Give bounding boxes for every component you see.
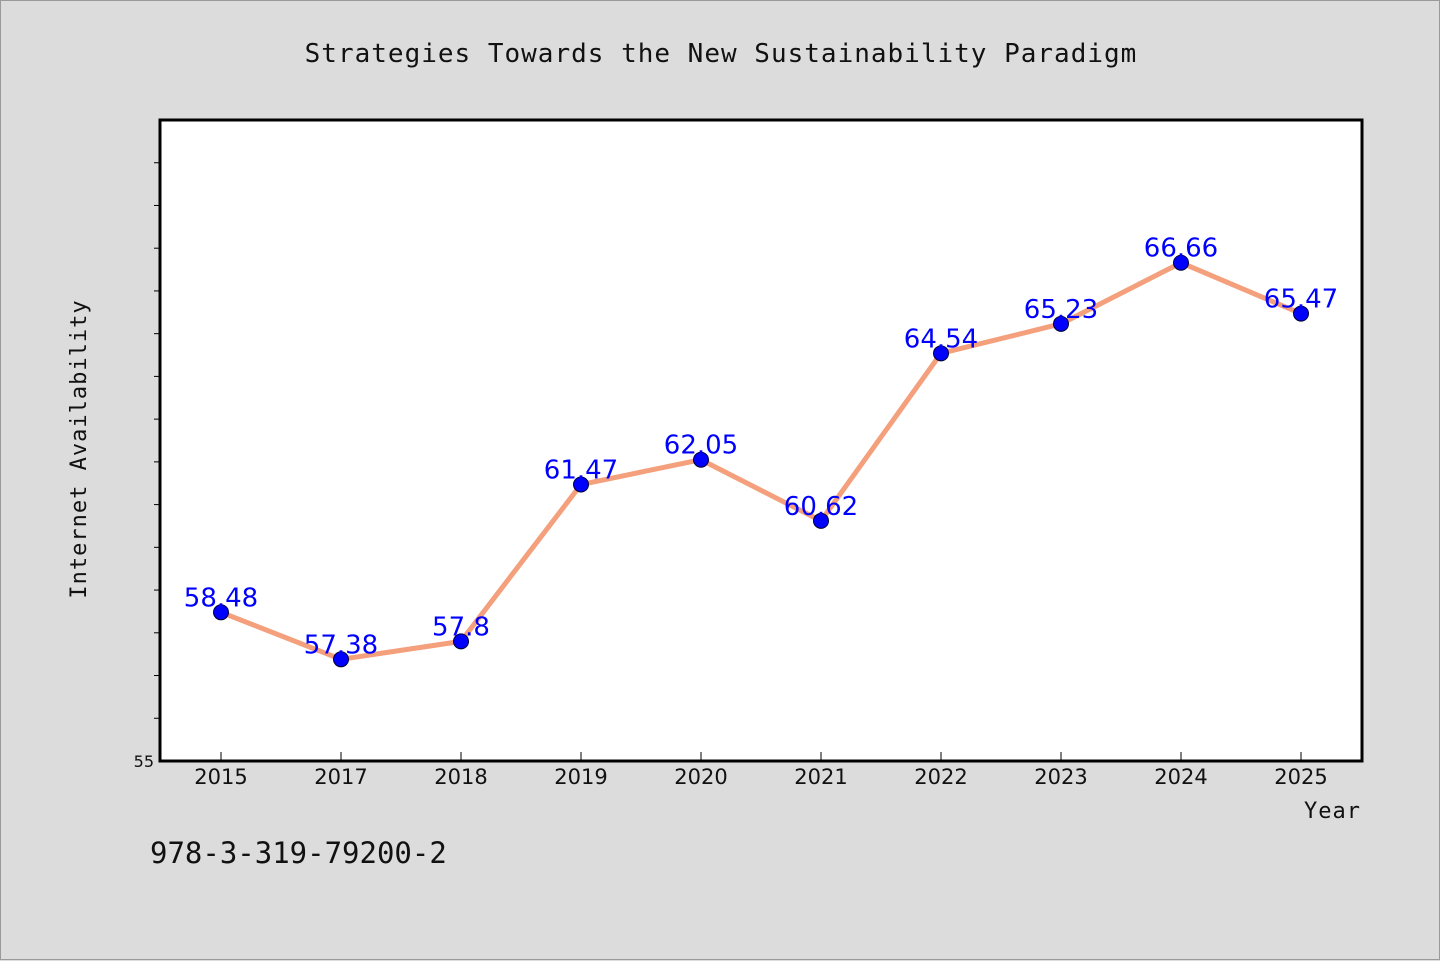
y-tick-label: 55 — [134, 752, 154, 771]
chart-title: Strategies Towards the New Sustainabilit… — [305, 39, 1138, 69]
data-point — [453, 633, 469, 650]
data-label: 66.66 — [1144, 234, 1218, 264]
data-point — [1173, 254, 1189, 271]
data-label: 64.54 — [904, 324, 978, 354]
x-axis-ticks: 2015 2017 2018 2019 2020 2021 2022 2023 2024 2025 — [194, 752, 1328, 789]
x-tick-label: 2020 — [674, 765, 727, 789]
x-tick-label: 2023 — [1034, 765, 1087, 789]
data-label: 57.8 — [432, 612, 490, 642]
data-label: 58.48 — [184, 583, 258, 613]
x-tick-label: 2017 — [314, 765, 367, 789]
data-label: 62.05 — [664, 431, 738, 461]
footnote-isbn: 978-3-319-79200-2 — [150, 836, 447, 870]
data-point — [933, 345, 949, 362]
data-point — [693, 451, 709, 468]
data-label: 60.62 — [784, 492, 858, 522]
data-point — [213, 604, 229, 621]
x-tick-label: 2024 — [1154, 765, 1207, 789]
x-tick-label: 2022 — [914, 765, 967, 789]
x-tick-label: 2019 — [554, 765, 607, 789]
y-axis-label: Internet Availability — [67, 299, 92, 598]
data-label: 61.47 — [544, 456, 618, 486]
x-tick-label: 2018 — [434, 765, 487, 789]
data-point — [573, 476, 589, 493]
data-point — [813, 512, 829, 529]
data-point — [333, 651, 349, 668]
data-labels: 58.48 57.38 57.8 61.47 62.05 60.62 64.54 65.23 6… — [184, 234, 1338, 661]
series-line — [218, 260, 1304, 662]
data-label: 57.38 — [304, 630, 378, 660]
plot-frame — [158, 118, 1364, 763]
data-point — [1293, 305, 1309, 322]
series-markers — [213, 254, 1309, 668]
x-tick-label: 2025 — [1274, 765, 1327, 789]
x-axis-label: Year — [1304, 799, 1361, 824]
data-point — [1053, 315, 1069, 332]
x-tick-label: 2021 — [794, 765, 847, 789]
x-tick-label: 2015 — [194, 765, 247, 789]
data-label: 65.23 — [1024, 295, 1098, 325]
data-label: 65.47 — [1264, 285, 1338, 315]
